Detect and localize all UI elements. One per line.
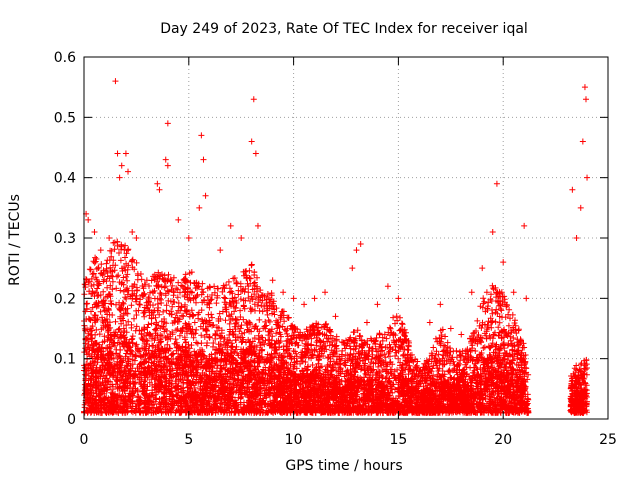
data-point — [175, 216, 182, 223]
x-axis: 0 5 10 15 20 25 — [80, 57, 617, 448]
y-tick-label: 0 — [67, 412, 76, 428]
data-point — [118, 162, 125, 169]
data-point — [523, 295, 530, 302]
data-point — [112, 78, 119, 85]
data-point — [577, 204, 584, 211]
y-tick-label: 0.3 — [54, 231, 76, 247]
data-point — [290, 295, 297, 302]
data-point — [343, 337, 349, 344]
data-point — [129, 228, 136, 235]
data-point — [349, 265, 356, 272]
y-axis: 0 0.1 0.2 0.3 0.4 0.5 0.6 — [54, 50, 608, 428]
data-point — [493, 180, 500, 187]
y-tick-label: 0.5 — [54, 110, 76, 126]
data-point — [332, 313, 339, 320]
data-point — [311, 295, 318, 302]
data-point — [510, 289, 517, 296]
data-point — [374, 301, 381, 308]
data-point — [164, 162, 171, 169]
data-point — [248, 138, 255, 145]
data-point — [200, 156, 207, 163]
x-tick-label: 15 — [389, 432, 407, 448]
data-point — [280, 289, 287, 296]
data-point — [85, 216, 92, 223]
data-point — [573, 235, 580, 241]
data-point — [162, 156, 169, 163]
data-point — [582, 96, 589, 103]
data-point — [164, 120, 171, 127]
data-point — [447, 325, 454, 332]
data-point — [301, 301, 308, 308]
data-point — [252, 150, 259, 157]
data-point — [227, 222, 234, 229]
data-point — [122, 150, 129, 157]
data-point — [500, 259, 507, 266]
x-tick-label: 10 — [285, 432, 303, 448]
data-point — [384, 283, 391, 290]
data-point-cloud — [81, 238, 590, 416]
data-point — [250, 96, 257, 103]
data-point — [479, 265, 486, 272]
data-point — [521, 222, 528, 229]
x-tick-label: 0 — [80, 432, 89, 448]
data-point — [357, 241, 364, 248]
data-point — [458, 331, 465, 338]
data-point — [416, 367, 423, 374]
data-point — [133, 235, 140, 241]
data-point — [97, 247, 104, 254]
data-point — [269, 277, 276, 284]
data-point — [114, 150, 121, 157]
data-point — [363, 319, 370, 326]
data-points — [81, 78, 591, 416]
data-point — [116, 174, 123, 181]
data-point — [322, 289, 329, 296]
data-point — [426, 319, 433, 326]
x-tick-label: 25 — [599, 432, 617, 448]
data-point — [238, 235, 245, 241]
chart-title: Day 249 of 2023, Rate Of TEC Index for r… — [160, 21, 528, 37]
data-point — [185, 235, 192, 241]
data-point — [154, 180, 161, 187]
y-axis-label: ROTI / TECUs — [7, 194, 23, 286]
data-point — [143, 277, 150, 284]
y-tick-label: 0.6 — [54, 50, 76, 66]
data-point — [468, 289, 475, 296]
data-point — [405, 355, 412, 362]
y-tick-label: 0.2 — [54, 291, 76, 307]
data-point — [156, 186, 163, 193]
x-axis-label: GPS time / hours — [285, 458, 402, 474]
data-point — [196, 204, 203, 211]
x-tick-label: 5 — [184, 432, 193, 448]
data-point — [489, 228, 496, 235]
data-point — [198, 132, 205, 139]
data-point — [569, 186, 576, 193]
x-tick-label: 20 — [494, 432, 512, 448]
y-tick-label: 0.1 — [54, 352, 76, 368]
data-point — [254, 222, 261, 229]
data-point — [353, 247, 360, 254]
data-point — [91, 228, 98, 235]
data-point — [395, 295, 402, 302]
data-point — [437, 301, 444, 308]
data-point — [125, 168, 132, 175]
data-point — [217, 247, 224, 254]
y-tick-label: 0.4 — [54, 171, 76, 187]
data-point — [202, 192, 209, 199]
data-point — [106, 235, 113, 241]
data-point — [579, 138, 586, 145]
data-point — [584, 174, 591, 181]
data-point — [581, 84, 588, 91]
